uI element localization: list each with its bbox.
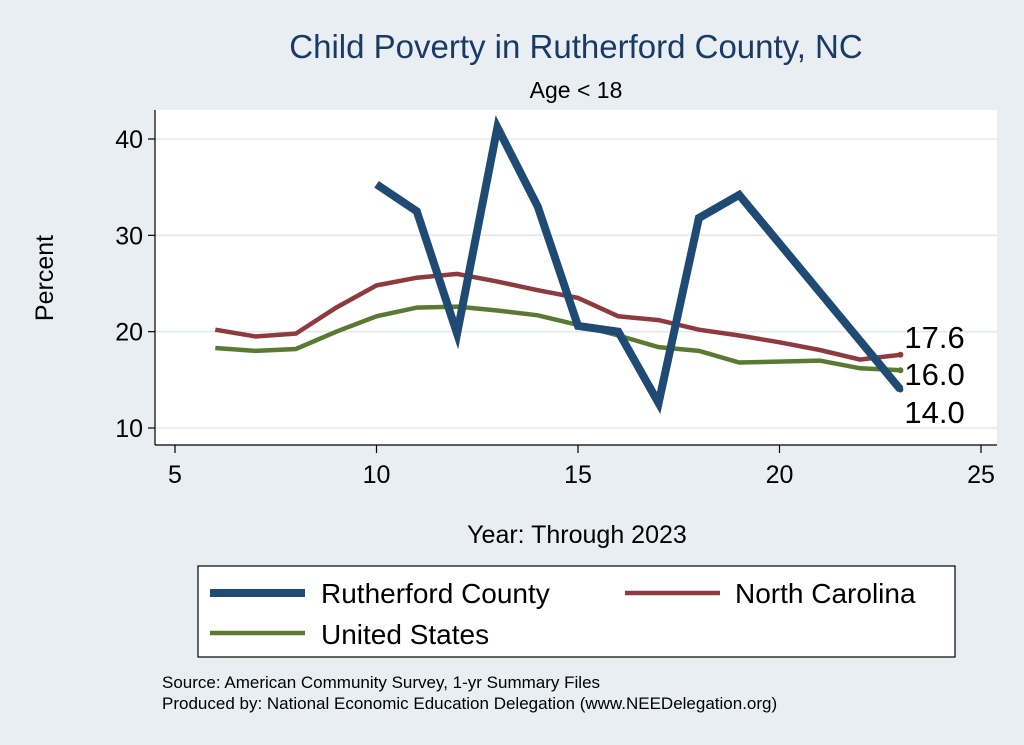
x-axis-title: Year: Through 2023 bbox=[467, 521, 687, 549]
axes: 10 20 30 40 5 10 15 20 25 bbox=[115, 110, 997, 489]
legend-box bbox=[197, 565, 956, 658]
x-tick-label: 20 bbox=[766, 461, 794, 489]
y-tick-label: 10 bbox=[115, 415, 143, 443]
end-label-rutherford-county: 14.0 bbox=[904, 395, 964, 430]
end-label-north-carolina: 17.6 bbox=[904, 320, 964, 355]
legend: Rutherford County North Carolina United St… bbox=[197, 565, 956, 658]
series-lines bbox=[214, 115, 904, 415]
y-axis-title: Percent bbox=[31, 235, 59, 321]
chart-title: Child Poverty in Rutherford County, NC bbox=[289, 28, 862, 65]
series-line-rutherford-county bbox=[374, 115, 904, 415]
series-end-marker-rutherford-county bbox=[897, 386, 904, 393]
plot-area bbox=[155, 110, 997, 445]
x-tick-label: 10 bbox=[363, 461, 391, 489]
x-tick-label: 5 bbox=[168, 461, 182, 489]
series-end-marker-united-states bbox=[897, 367, 904, 374]
y-tick-label: 20 bbox=[115, 319, 143, 347]
series-line-united-states bbox=[215, 304, 901, 373]
producer-line: Produced by: National Economic Education… bbox=[162, 694, 777, 713]
legend-label-united-states: United States bbox=[321, 619, 489, 650]
legend-label-rutherford-county: Rutherford County bbox=[321, 578, 550, 609]
legend-label-north-carolina: North Carolina bbox=[735, 578, 916, 609]
source-line: Source: American Community Survey, 1-yr … bbox=[162, 673, 600, 692]
series-line-north-carolina bbox=[214, 271, 901, 362]
end-label-united-states: 16.0 bbox=[904, 357, 964, 392]
x-tick-label: 25 bbox=[967, 461, 995, 489]
end-labels: 14.0 17.616.0 bbox=[904, 320, 964, 430]
x-tick-label: 15 bbox=[564, 461, 592, 489]
y-tick-label: 40 bbox=[115, 126, 143, 154]
y-tick-label: 30 bbox=[115, 222, 143, 250]
chart-subtitle: Age < 18 bbox=[530, 77, 623, 103]
series-end-marker-north-carolina bbox=[897, 351, 904, 358]
